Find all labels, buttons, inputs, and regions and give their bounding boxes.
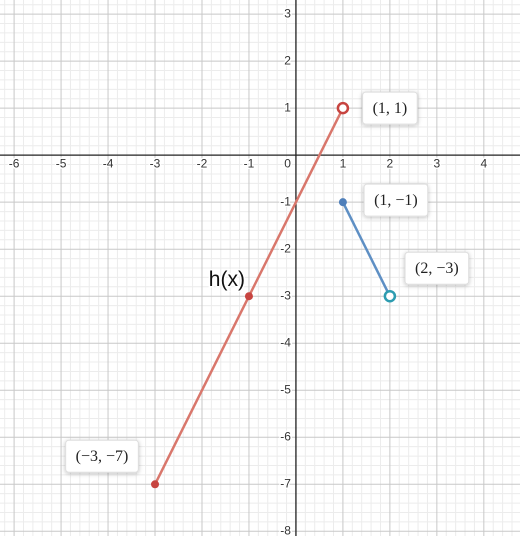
point-label: (1, 1) xyxy=(362,91,418,125)
x-tick-label: -5 xyxy=(56,156,67,170)
x-tick-label: -2 xyxy=(197,156,208,170)
series-name: h(x) xyxy=(209,268,245,291)
label-box xyxy=(362,91,418,125)
point-label-text: (−3, −7) xyxy=(76,448,129,465)
y-tick-label: 1 xyxy=(284,100,291,114)
label-box xyxy=(363,183,429,217)
y-tick-label: 3 xyxy=(284,6,291,20)
x-tick-label: 1 xyxy=(340,156,347,170)
open-point xyxy=(336,101,350,115)
point-label-text: (1, −1) xyxy=(374,192,418,209)
series-line xyxy=(341,201,392,297)
point-label: (−3, −7) xyxy=(65,439,139,473)
y-tick-label: -4 xyxy=(280,335,291,349)
y-tick-label: -1 xyxy=(280,194,291,208)
point-label-text: (1, 1) xyxy=(373,100,408,117)
point-label-text: (2, −3) xyxy=(415,260,459,277)
x-tick-label: -6 xyxy=(9,156,20,170)
point-label: (1, −1) xyxy=(363,183,429,217)
y-tick-label: 2 xyxy=(284,53,291,67)
x-tick-label: -4 xyxy=(103,156,114,170)
x-tick-label: 0 xyxy=(284,156,291,170)
label-box xyxy=(65,439,139,473)
x-tick-label: 3 xyxy=(434,156,441,170)
x-tick-label: -1 xyxy=(244,156,255,170)
y-tick-label: -2 xyxy=(280,241,291,255)
point xyxy=(338,198,347,207)
point xyxy=(151,480,160,489)
y-tick-label: -8 xyxy=(280,523,291,536)
point xyxy=(244,292,253,301)
y-tick-label: -6 xyxy=(280,429,291,443)
x-tick-label: 4 xyxy=(480,156,487,170)
label-box xyxy=(404,251,470,285)
point-label: (2, −3) xyxy=(404,251,470,285)
y-tick-label: -7 xyxy=(280,476,291,490)
y-tick-label: -5 xyxy=(280,382,291,396)
y-tick-label: -3 xyxy=(280,288,291,302)
open-point xyxy=(383,289,397,303)
x-tick-label: 2 xyxy=(387,156,394,170)
x-tick-label: -3 xyxy=(150,156,161,170)
